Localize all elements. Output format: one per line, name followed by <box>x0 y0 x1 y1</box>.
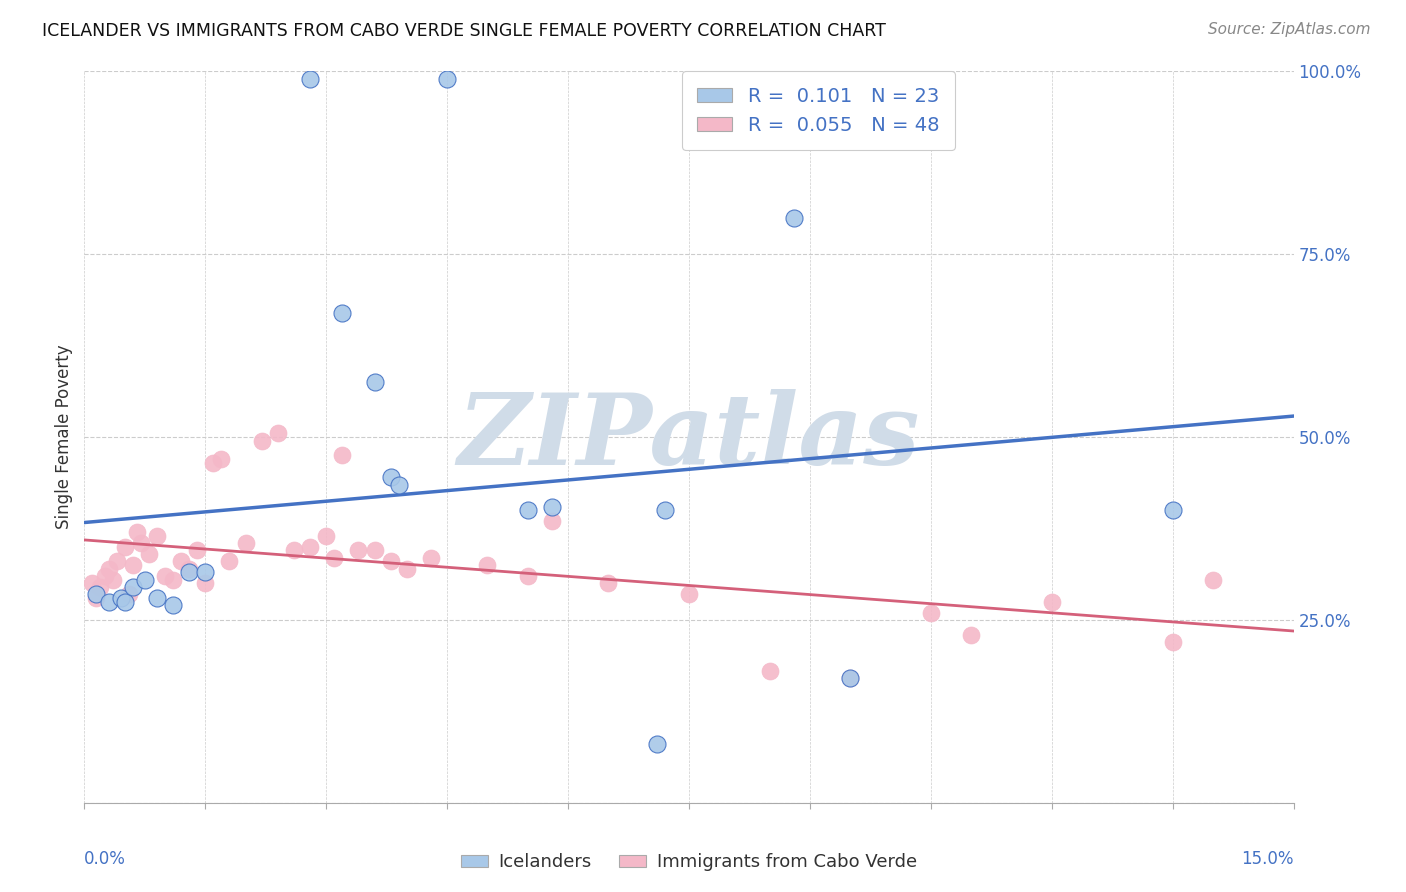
Point <box>839 672 862 686</box>
Point <box>541 500 564 514</box>
Text: ICELANDER VS IMMIGRANTS FROM CABO VERDE SINGLE FEMALE POVERTY CORRELATION CHART: ICELANDER VS IMMIGRANTS FROM CABO VERDE … <box>42 22 886 40</box>
Point <box>153 569 176 583</box>
Point <box>186 543 208 558</box>
Legend: R =  0.101   N = 23, R =  0.055   N = 48: R = 0.101 N = 23, R = 0.055 N = 48 <box>682 71 955 150</box>
Point <box>97 594 120 608</box>
Point <box>758 664 780 678</box>
Point <box>129 536 152 550</box>
Point <box>363 543 385 558</box>
Point <box>114 540 136 554</box>
Point <box>250 434 273 448</box>
Point <box>209 452 232 467</box>
Point <box>960 627 983 641</box>
Point <box>93 569 115 583</box>
Point <box>839 672 862 686</box>
Text: 15.0%: 15.0% <box>1241 850 1294 868</box>
Point <box>86 587 108 601</box>
Point <box>89 580 111 594</box>
Point <box>82 576 104 591</box>
Point <box>330 449 353 463</box>
Point <box>654 503 676 517</box>
Point <box>110 591 132 605</box>
Point <box>323 550 346 565</box>
Point <box>146 529 169 543</box>
Text: 0.0%: 0.0% <box>84 850 127 868</box>
Point <box>267 426 290 441</box>
Point <box>105 554 128 568</box>
Point <box>783 211 806 225</box>
Point <box>202 456 225 470</box>
Point <box>598 576 620 591</box>
Point <box>1202 573 1225 587</box>
Point <box>678 587 700 601</box>
Point <box>1040 594 1063 608</box>
Text: ZIPatlas: ZIPatlas <box>458 389 920 485</box>
Point <box>194 576 217 591</box>
Legend: Icelanders, Immigrants from Cabo Verde: Icelanders, Immigrants from Cabo Verde <box>454 847 924 879</box>
Point <box>1161 503 1184 517</box>
Point <box>330 306 353 320</box>
Point <box>388 477 411 491</box>
Point <box>125 525 148 540</box>
Point <box>97 562 120 576</box>
Y-axis label: Single Female Poverty: Single Female Poverty <box>55 345 73 529</box>
Point <box>380 554 402 568</box>
Point <box>380 470 402 484</box>
Point <box>363 376 385 390</box>
Point <box>162 599 184 613</box>
Point <box>299 71 322 86</box>
Point <box>516 503 538 517</box>
Point <box>170 554 193 568</box>
Point <box>86 591 108 605</box>
Point <box>920 606 942 620</box>
Point <box>162 573 184 587</box>
Point <box>645 737 668 751</box>
Point <box>194 566 217 580</box>
Point <box>138 547 160 561</box>
Point <box>121 558 143 573</box>
Point <box>299 540 322 554</box>
Point <box>347 543 370 558</box>
Point <box>101 573 124 587</box>
Point <box>235 536 257 550</box>
Point <box>134 573 156 587</box>
Point <box>420 550 443 565</box>
Point <box>118 587 141 601</box>
Point <box>516 569 538 583</box>
Point <box>283 543 305 558</box>
Point <box>395 562 418 576</box>
Point <box>315 529 337 543</box>
Point <box>218 554 240 568</box>
Point <box>477 558 499 573</box>
Point <box>114 594 136 608</box>
Point <box>1161 635 1184 649</box>
Text: Source: ZipAtlas.com: Source: ZipAtlas.com <box>1208 22 1371 37</box>
Point <box>436 71 458 86</box>
Point <box>179 562 201 576</box>
Point <box>121 580 143 594</box>
Point <box>146 591 169 605</box>
Point <box>541 514 564 528</box>
Point <box>179 566 201 580</box>
